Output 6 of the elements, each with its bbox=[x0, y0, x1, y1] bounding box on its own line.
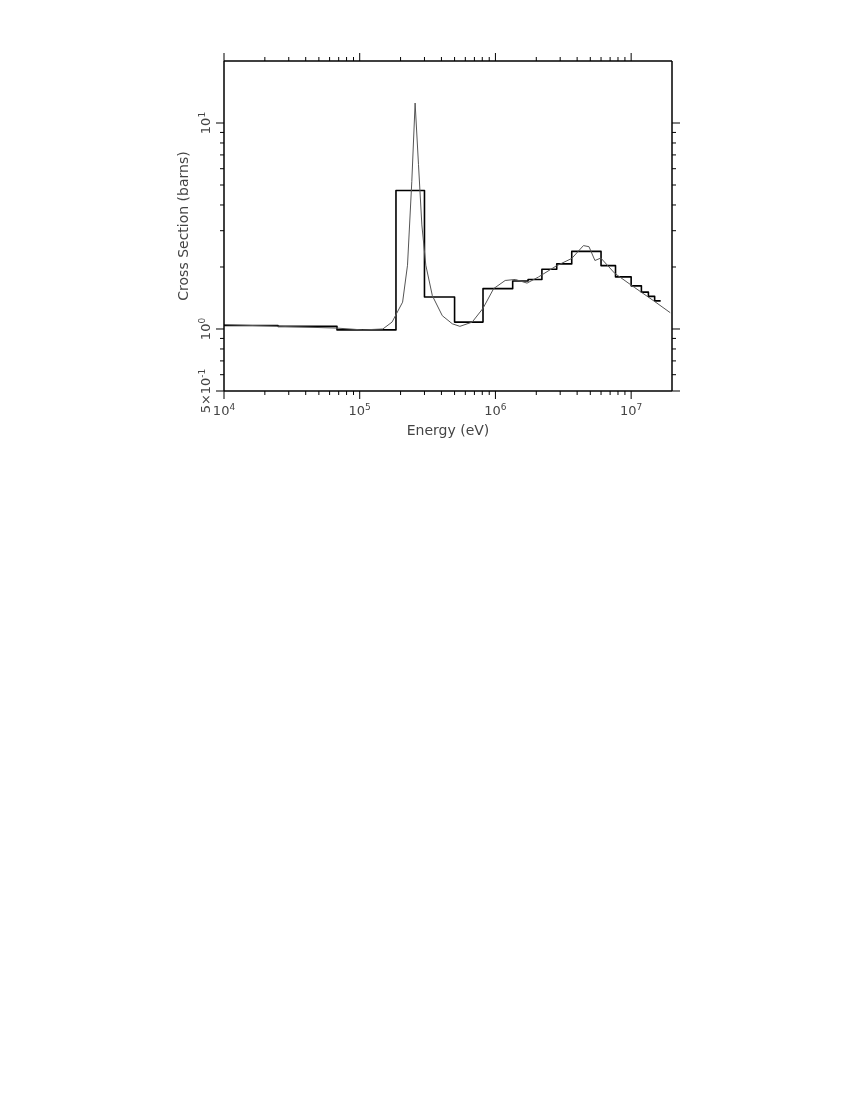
x-axis-title: Energy (eV) bbox=[406, 422, 490, 438]
x-tick-label: 10$^{5}$ bbox=[348, 402, 371, 418]
x-tick-label: 10$^{7}$ bbox=[620, 402, 643, 418]
x-tick-label: 10$^{4}$ bbox=[212, 402, 236, 418]
x-tick-label: 10$^{6}$ bbox=[484, 402, 507, 418]
y-axis-title: Cross Section (barns) bbox=[175, 151, 191, 301]
